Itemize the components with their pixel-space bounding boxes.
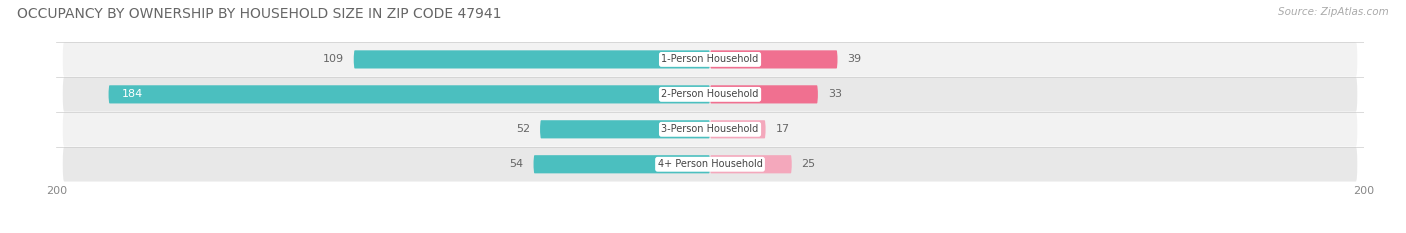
- FancyBboxPatch shape: [63, 42, 1357, 77]
- FancyBboxPatch shape: [63, 112, 1357, 147]
- FancyBboxPatch shape: [540, 120, 710, 138]
- Text: 2-Person Household: 2-Person Household: [661, 89, 759, 99]
- Text: 33: 33: [828, 89, 842, 99]
- Text: 109: 109: [323, 55, 344, 64]
- Text: 3-Person Household: 3-Person Household: [661, 124, 759, 134]
- Text: 184: 184: [122, 89, 143, 99]
- Text: 54: 54: [509, 159, 523, 169]
- FancyBboxPatch shape: [354, 50, 710, 69]
- Text: Source: ZipAtlas.com: Source: ZipAtlas.com: [1278, 7, 1389, 17]
- FancyBboxPatch shape: [710, 85, 818, 103]
- Text: 17: 17: [776, 124, 790, 134]
- FancyBboxPatch shape: [108, 85, 710, 103]
- FancyBboxPatch shape: [63, 147, 1357, 182]
- Text: OCCUPANCY BY OWNERSHIP BY HOUSEHOLD SIZE IN ZIP CODE 47941: OCCUPANCY BY OWNERSHIP BY HOUSEHOLD SIZE…: [17, 7, 502, 21]
- Text: 25: 25: [801, 159, 815, 169]
- Text: 39: 39: [848, 55, 862, 64]
- FancyBboxPatch shape: [710, 155, 792, 173]
- FancyBboxPatch shape: [63, 77, 1357, 112]
- Text: 1-Person Household: 1-Person Household: [661, 55, 759, 64]
- Text: 4+ Person Household: 4+ Person Household: [658, 159, 762, 169]
- Text: 52: 52: [516, 124, 530, 134]
- FancyBboxPatch shape: [710, 50, 838, 69]
- FancyBboxPatch shape: [710, 120, 766, 138]
- FancyBboxPatch shape: [533, 155, 710, 173]
